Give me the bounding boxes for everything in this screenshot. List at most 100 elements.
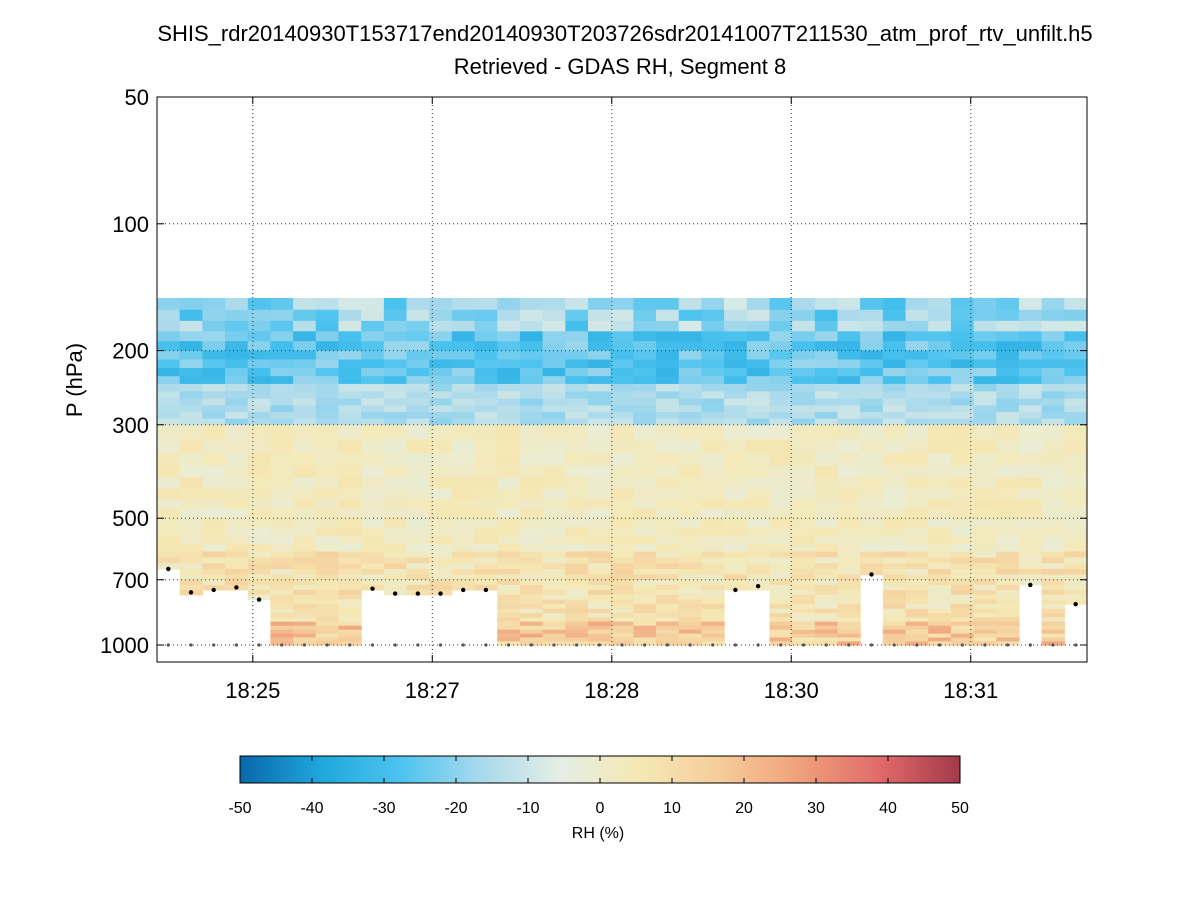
heat-cell <box>769 543 793 553</box>
heat-cell <box>587 391 612 400</box>
heat-cell <box>202 579 226 586</box>
heat-cell <box>315 488 340 500</box>
heat-cell <box>225 412 249 420</box>
heat-cell <box>814 613 839 619</box>
heat-cell <box>542 557 566 564</box>
heat-cell <box>1018 309 1043 322</box>
heat-cell <box>315 543 340 553</box>
heat-cell <box>519 621 544 627</box>
heat-cell <box>497 527 521 537</box>
heat-cell <box>610 465 634 478</box>
heat-cell <box>247 297 272 311</box>
heat-cell <box>542 508 566 519</box>
heat-cell <box>519 563 544 570</box>
heat-cell <box>542 398 566 407</box>
heat-cell <box>497 465 521 478</box>
heat-cell <box>383 383 408 393</box>
heat-cell <box>905 376 929 385</box>
heat-cell <box>928 589 952 596</box>
y-tick-label: 700 <box>112 568 149 593</box>
heat-cell <box>656 599 680 605</box>
heat-cell <box>724 412 748 420</box>
heat-cell <box>610 621 634 627</box>
heat-cell <box>406 350 430 361</box>
heat-cell <box>814 439 839 454</box>
heat-cell <box>633 621 657 627</box>
heat-cell <box>293 599 317 605</box>
heat-cell <box>293 568 317 576</box>
heat-cell <box>701 613 725 619</box>
heat-cell <box>746 439 771 454</box>
heat-cell <box>769 376 793 385</box>
heat-cell <box>519 341 544 352</box>
heat-cell <box>746 320 771 332</box>
heat-cell <box>247 488 272 500</box>
heat-cell <box>361 465 385 478</box>
heat-cell <box>383 359 408 369</box>
heat-cell <box>157 331 181 342</box>
heat-cell <box>973 331 997 342</box>
heat-cell <box>225 331 249 342</box>
heat-cell <box>633 391 657 400</box>
heat-cell <box>587 629 612 635</box>
heat-cell <box>678 518 702 528</box>
heat-cell <box>1041 604 1065 610</box>
heat-cell <box>338 350 362 361</box>
heat-cell <box>429 412 453 420</box>
y-tick-label: 300 <box>112 413 149 438</box>
heat-cell <box>837 418 861 426</box>
heat-cell <box>678 439 702 454</box>
heat-cell <box>973 359 997 369</box>
heat-cell <box>338 297 362 311</box>
heat-cell <box>587 320 612 332</box>
heat-cell <box>519 625 544 631</box>
heat-cell <box>973 633 997 639</box>
heat-cell <box>247 579 272 586</box>
heat-cell <box>610 309 634 322</box>
heat-cell <box>293 604 317 610</box>
heat-cell <box>769 331 793 342</box>
heat-cell <box>474 574 498 581</box>
heat-cell <box>701 341 725 352</box>
heat-cell <box>746 391 771 400</box>
heat-cell <box>565 331 589 342</box>
heat-cell <box>179 376 203 385</box>
heat-cell <box>179 424 203 440</box>
heat-cell <box>633 568 657 576</box>
heat-cell <box>565 579 589 586</box>
heat-cell <box>497 412 521 420</box>
heat-cell <box>610 498 634 510</box>
heat-cell <box>973 477 997 490</box>
heat-cell <box>769 383 793 393</box>
heat-cell <box>157 359 181 369</box>
heat-cell <box>179 452 203 467</box>
heat-cell <box>928 617 952 623</box>
heat-cell <box>928 584 952 591</box>
heat-cell <box>792 535 816 545</box>
heat-cell <box>905 518 929 528</box>
heat-cell <box>542 424 566 440</box>
heat-cell <box>973 625 997 631</box>
heat-cell <box>497 398 521 407</box>
heat-cell <box>950 477 975 490</box>
heat-cell <box>656 637 680 642</box>
heat-cell <box>429 543 453 553</box>
surface-marker <box>257 643 261 647</box>
heat-cell <box>837 557 861 564</box>
heat-cell <box>905 508 929 519</box>
heat-cell <box>383 477 408 490</box>
heat-cell <box>656 405 680 413</box>
heat-cell <box>610 563 634 570</box>
heat-cell <box>769 527 793 537</box>
heat-cell <box>928 621 952 627</box>
heat-cell <box>1064 368 1087 377</box>
heat-cell <box>814 412 839 420</box>
heat-cell <box>429 527 453 537</box>
heat-cell <box>701 568 725 576</box>
heat-cell <box>270 350 294 361</box>
heat-cell <box>769 398 793 407</box>
heat-cell <box>361 563 385 570</box>
heat-cell <box>270 608 294 614</box>
heat-cell <box>202 551 226 559</box>
heat-cell <box>814 594 839 601</box>
